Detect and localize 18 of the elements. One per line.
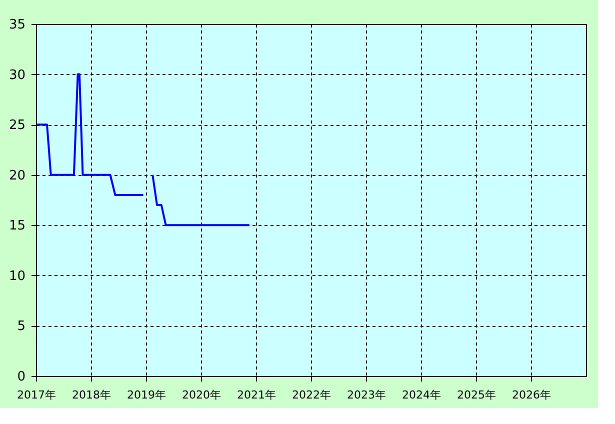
x-tick-label: 2024年 bbox=[402, 388, 441, 402]
x-tick-label: 2017年 bbox=[17, 388, 56, 402]
x-tick-label: 2021年 bbox=[237, 388, 276, 402]
x-tick-label: 2020年 bbox=[182, 388, 221, 402]
y-tick-label: 20 bbox=[8, 168, 26, 184]
x-tick-label: 2019年 bbox=[127, 388, 166, 402]
y-tick-label: 15 bbox=[8, 218, 26, 234]
x-tick-label: 2022年 bbox=[292, 388, 331, 402]
y-tick-label: 0 bbox=[17, 370, 26, 384]
y-tick-label: 35 bbox=[8, 18, 26, 32]
x-tick-label: 2023年 bbox=[347, 388, 386, 402]
y-tick-label: 25 bbox=[8, 118, 26, 134]
y-tick-label: 30 bbox=[8, 68, 26, 83]
x-tick-label: 2018年 bbox=[72, 388, 111, 402]
x-tick-label: 2025年 bbox=[457, 388, 496, 402]
x-tick-label: 2026年 bbox=[512, 388, 551, 402]
y-tick-label: 5 bbox=[17, 319, 26, 334]
y-tick-label: 10 bbox=[8, 268, 26, 284]
